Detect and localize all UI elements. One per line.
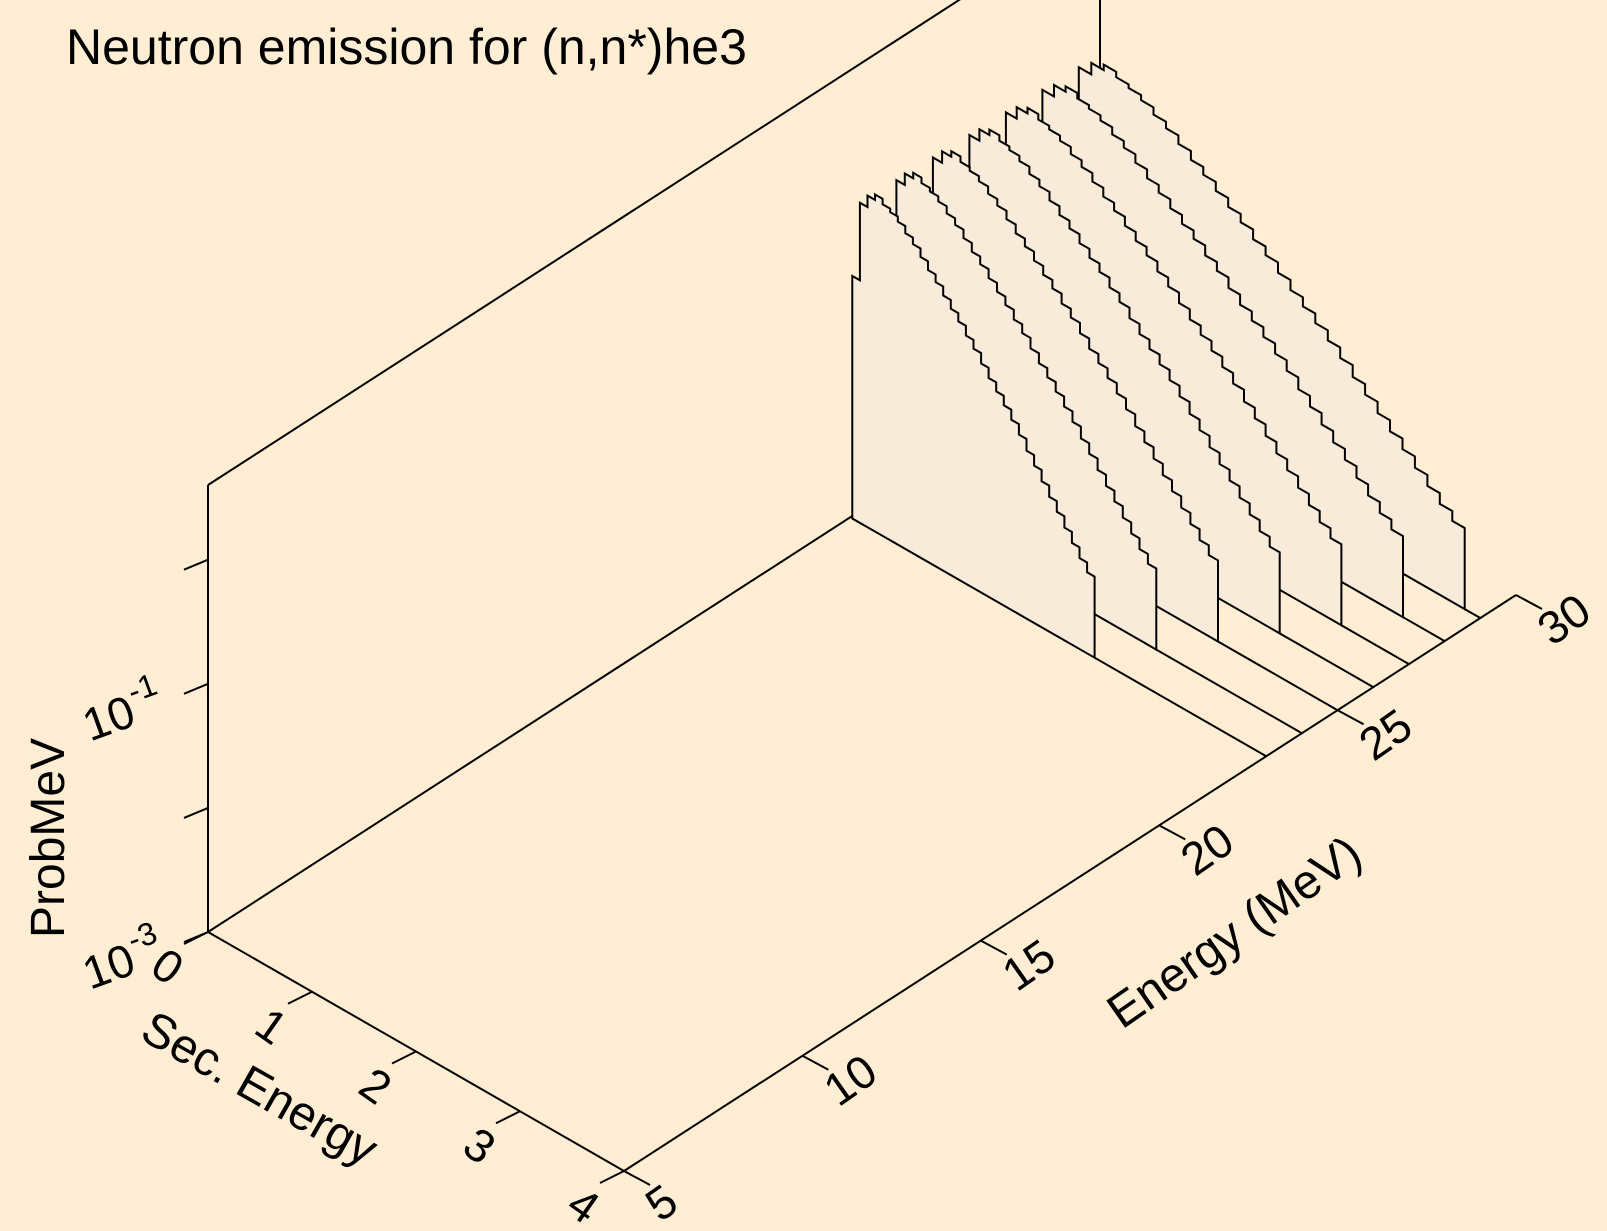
sec-energy-tick-3 <box>495 1110 521 1125</box>
spectrum-e25 <box>922 149 1219 644</box>
baseline-e29 <box>1464 608 1481 619</box>
baseline-e25 <box>1217 640 1339 712</box>
data-series <box>851 61 1481 758</box>
spectrum-e23 <box>851 192 1096 660</box>
energy-tick-25 <box>1337 709 1365 726</box>
sec-energy-tick-2 <box>391 1050 417 1065</box>
sec-energy-tick-4 <box>599 1170 625 1184</box>
energy-tick-30 <box>1515 594 1543 610</box>
energy-axis-line <box>623 594 1517 1172</box>
baseline-e23 <box>1094 656 1267 758</box>
energy-tick-15 <box>980 939 1008 956</box>
energy-tick-10 <box>801 1054 829 1071</box>
spectrum-e26 <box>958 127 1281 636</box>
baseline-e28 <box>1402 616 1446 642</box>
z-axis-label: ProbMeV <box>22 738 75 938</box>
baseline-e24 <box>1155 648 1303 735</box>
prob-minor-tick <box>183 806 209 819</box>
back-top-edge <box>207 0 961 486</box>
prob-minor-tick <box>183 558 209 571</box>
baseline-e27 <box>1340 624 1410 665</box>
chart-title: Neutron emission for (n,n*)he3 <box>66 19 747 75</box>
prob-tick <box>183 931 209 943</box>
energy-tick-5 <box>623 1170 651 1186</box>
baseline-e26 <box>1279 632 1374 689</box>
spectrum-e27 <box>994 105 1343 628</box>
energy-tick-20 <box>1158 824 1186 841</box>
sec-energy-tick-1 <box>287 990 313 1005</box>
prob-tick <box>183 682 209 695</box>
